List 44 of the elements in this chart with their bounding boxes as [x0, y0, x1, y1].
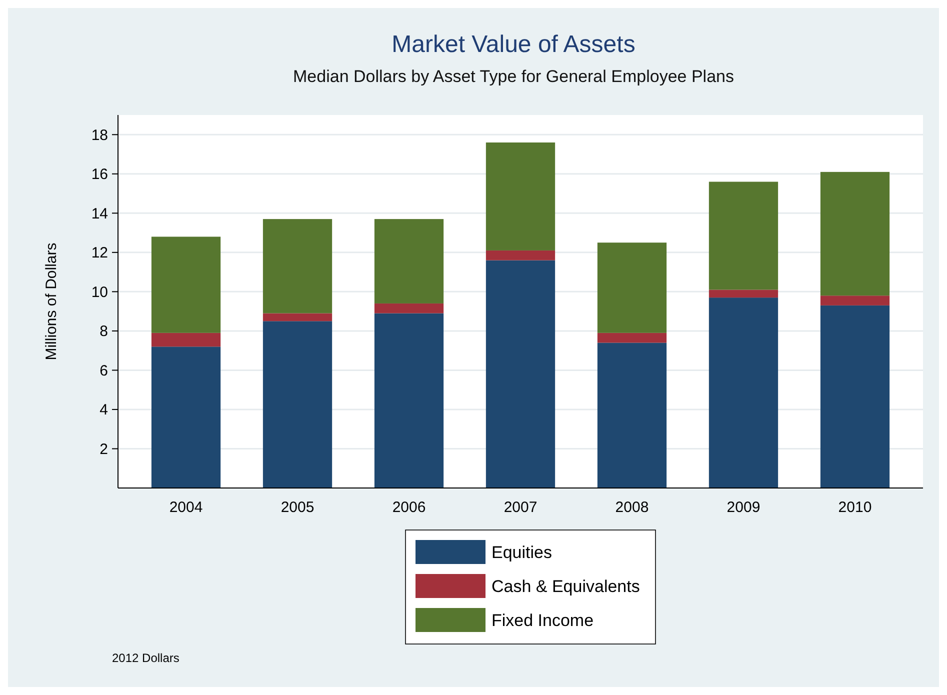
y-tick-label: 4: [100, 402, 108, 419]
legend-label: Cash & Equivalents: [492, 576, 640, 596]
chart-title: Market Value of Assets: [392, 31, 636, 58]
bar: [262, 313, 332, 322]
bar: [262, 321, 332, 488]
bar: [486, 142, 556, 250]
y-tick-label: 18: [91, 126, 108, 144]
y-tick-label: 8: [100, 323, 108, 340]
bar: [374, 303, 444, 314]
bar: [820, 305, 890, 488]
x-tick-label: 2010: [838, 499, 872, 516]
y-tick-label: 10: [91, 284, 108, 301]
bar: [151, 332, 221, 347]
x-tick-label: 2009: [726, 499, 760, 516]
y-tick-label: 16: [91, 166, 108, 184]
bar: [708, 182, 778, 290]
bar: [262, 219, 332, 314]
legend-label: Equities: [492, 542, 552, 562]
bar: [151, 236, 221, 333]
y-axis-title: Millions of Dollars: [43, 242, 60, 360]
bar: [486, 260, 556, 488]
y-tick-label: 12: [91, 244, 108, 262]
y-tick-label: 14: [91, 205, 108, 222]
bar: [597, 242, 667, 333]
x-tick-label: 2004: [169, 499, 203, 516]
chart-subtitle: Median Dollars by Asset Type for General Employee Plans: [293, 67, 734, 86]
bar: [820, 296, 890, 306]
y-tick-label: 6: [100, 362, 108, 380]
x-tick-label: 2008: [615, 499, 649, 516]
x-tick-label: 2006: [392, 499, 426, 516]
bar: [374, 219, 444, 304]
bar: [486, 250, 556, 260]
y-tick-label: 2: [100, 440, 108, 458]
bar: [151, 346, 221, 488]
text: 2012 Dollars: [112, 651, 180, 665]
bar: [597, 332, 667, 343]
x-tick-label: 2005: [280, 499, 314, 516]
bar: [597, 342, 667, 488]
legend-label: Fixed Income: [492, 610, 594, 630]
bar: [374, 313, 444, 488]
bar: [820, 172, 890, 296]
bar: [708, 298, 778, 488]
x-tick-label: 2007: [504, 499, 538, 516]
bar: [708, 290, 778, 298]
